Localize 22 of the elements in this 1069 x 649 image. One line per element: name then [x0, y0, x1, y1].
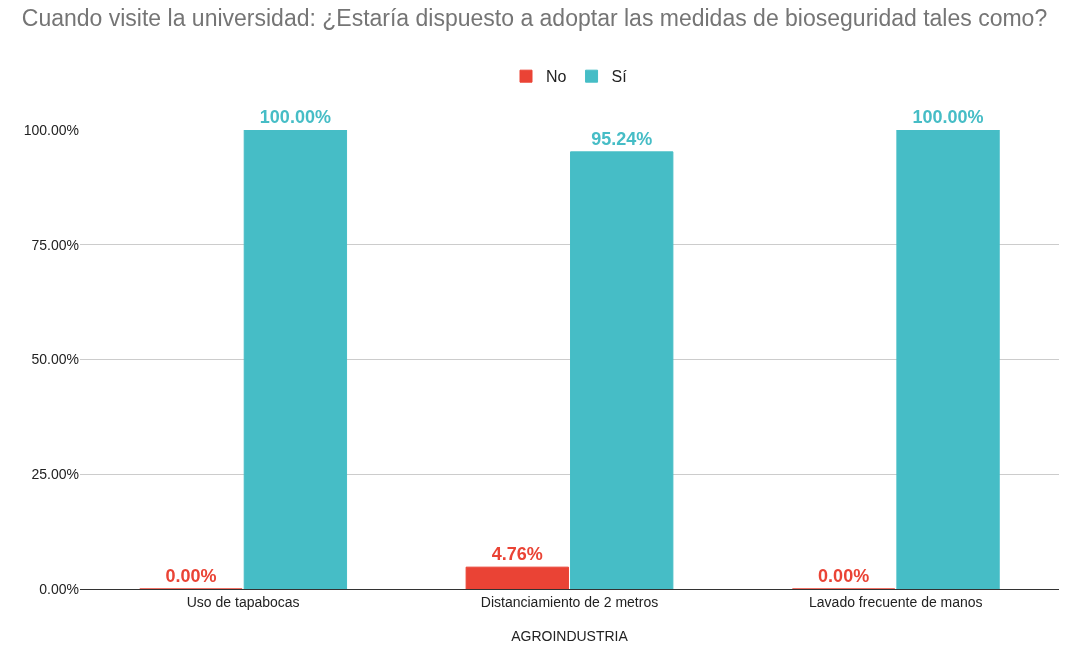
- bar: [243, 130, 348, 589]
- x-tick-label: Distanciamiento de 2 metros: [480, 593, 659, 610]
- y-tick-label: 100.00%: [23, 121, 79, 138]
- legend-label: No: [546, 68, 567, 86]
- data-label: 100.00%: [912, 107, 984, 127]
- data-label: 95.24%: [591, 128, 653, 149]
- y-tick-label: 0.00%: [39, 580, 79, 597]
- x-axis-title: AGROINDUSTRIA: [511, 628, 629, 644]
- bar: [465, 566, 569, 589]
- y-tick-label: 75.00%: [31, 236, 79, 253]
- y-tick-label: 50.00%: [31, 351, 79, 368]
- data-label: 0.00%: [818, 566, 870, 586]
- chart-title: Cuando visite la universidad: ¿Estaría dispuesto a adoptar las medidas de bioseguridad tales como?: [21, 4, 1048, 31]
- x-tick-label: Lavado frecuente de manos: [809, 593, 983, 610]
- data-label: 100.00%: [259, 107, 331, 127]
- x-tick-label: Uso de tapabocas: [186, 593, 300, 610]
- data-label: 4.76%: [491, 544, 543, 565]
- bar: [570, 151, 674, 589]
- legend-label: Sí: [611, 68, 628, 86]
- data-label: 0.00%: [165, 566, 217, 586]
- bar: [896, 130, 1000, 589]
- y-tick-label: 25.00%: [31, 466, 79, 483]
